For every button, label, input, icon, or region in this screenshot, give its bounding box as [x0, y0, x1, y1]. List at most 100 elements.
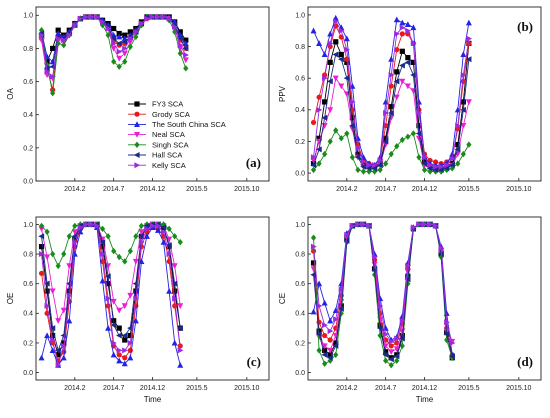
- data-point: [449, 162, 455, 169]
- data-point: [360, 163, 367, 170]
- data-point: [415, 135, 422, 142]
- data-point: [394, 30, 400, 37]
- data-point: [388, 115, 395, 121]
- data-point: [421, 157, 428, 164]
- data-point: [138, 233, 145, 240]
- data-point: [355, 166, 361, 174]
- data-point: [383, 349, 389, 355]
- data-point: [72, 222, 78, 230]
- data-point: [338, 27, 345, 34]
- data-point: [383, 135, 389, 141]
- data-point: [72, 239, 79, 246]
- data-point: [121, 50, 128, 57]
- data-point: [105, 233, 111, 240]
- data-point: [344, 46, 351, 53]
- data-point: [410, 224, 417, 231]
- data-point: [438, 245, 445, 252]
- data-point: [105, 303, 111, 309]
- data-point: [365, 165, 372, 172]
- data-point: [405, 27, 412, 34]
- data-point: [388, 109, 394, 116]
- data-point: [382, 324, 389, 331]
- x-tick-label: 2015.5: [458, 186, 480, 193]
- data-point: [426, 165, 433, 172]
- data-point: [122, 258, 128, 265]
- data-point: [121, 332, 128, 339]
- data-point: [160, 13, 167, 20]
- data-point: [38, 270, 45, 276]
- y-tick-label: 0.6: [295, 76, 305, 83]
- data-point: [377, 166, 383, 174]
- data-point: [421, 160, 428, 167]
- plot-frame: [307, 216, 542, 381]
- data-point: [327, 328, 334, 335]
- panel-label: (d): [517, 354, 533, 369]
- data-point: [377, 295, 384, 302]
- data-point: [354, 135, 361, 141]
- data-point: [38, 354, 45, 361]
- data-point: [388, 356, 394, 363]
- data-point: [360, 221, 367, 228]
- data-point: [460, 78, 466, 84]
- data-point: [138, 239, 145, 246]
- data-point: [177, 343, 183, 349]
- data-point: [383, 109, 389, 116]
- data-point: [66, 32, 73, 39]
- series-singh-sca: [310, 221, 455, 369]
- data-point: [110, 298, 117, 305]
- data-point: [111, 58, 117, 65]
- data-point: [388, 338, 395, 345]
- data-point: [61, 37, 67, 44]
- data-point: [343, 75, 350, 82]
- data-point: [138, 229, 145, 236]
- data-point: [338, 305, 344, 312]
- data-point: [338, 56, 344, 63]
- data-point: [393, 94, 400, 101]
- data-point: [44, 228, 50, 236]
- legend-entry-label: Neal SCA: [152, 130, 185, 139]
- data-point: [83, 13, 90, 20]
- data-point: [116, 63, 122, 70]
- data-point: [393, 346, 400, 353]
- data-point: [49, 325, 56, 332]
- data-point: [122, 32, 128, 38]
- data-point: [404, 276, 411, 283]
- data-point: [143, 222, 150, 229]
- x-tick-label: 2015.10: [506, 385, 531, 392]
- data-point: [454, 146, 461, 153]
- data-point: [116, 40, 122, 47]
- data-point: [116, 357, 123, 364]
- y-tick-label: 0.8: [23, 46, 33, 53]
- data-point: [149, 13, 156, 20]
- series-hall-sca: [38, 221, 183, 354]
- x-tick-label: 2014.7: [103, 385, 125, 392]
- data-point: [399, 31, 405, 37]
- data-point: [116, 325, 122, 331]
- data-point: [38, 233, 45, 240]
- legend-entry-label: FY3 SCA: [152, 100, 183, 109]
- data-point: [394, 335, 400, 342]
- x-tick-label: 2014.12: [140, 385, 165, 392]
- y-tick-label: 0.8: [295, 44, 305, 51]
- data-point: [393, 78, 400, 85]
- y-tick-label: 0.6: [23, 281, 33, 288]
- data-point: [382, 343, 389, 350]
- chart-panel-oa: 0.0 0.2 0.4 0.6 0.8 1.0 2014.2 2014.7 2014.12 201…: [6, 6, 270, 193]
- y-tick-label: 0.4: [23, 311, 33, 318]
- data-point: [94, 222, 101, 229]
- data-point: [421, 166, 428, 174]
- data-point: [38, 222, 45, 230]
- data-point: [338, 135, 344, 142]
- data-point: [105, 295, 112, 302]
- data-point: [105, 281, 111, 287]
- x-tick-label: 2015.5: [186, 186, 208, 193]
- y-axis-label: CE: [278, 293, 287, 304]
- data-point: [360, 168, 367, 175]
- data-point: [332, 75, 339, 82]
- x-axis-label: Time: [144, 395, 162, 404]
- data-point: [432, 163, 439, 170]
- data-point: [133, 33, 139, 41]
- data-point: [410, 40, 417, 47]
- data-point: [427, 168, 433, 175]
- data-point: [83, 221, 90, 228]
